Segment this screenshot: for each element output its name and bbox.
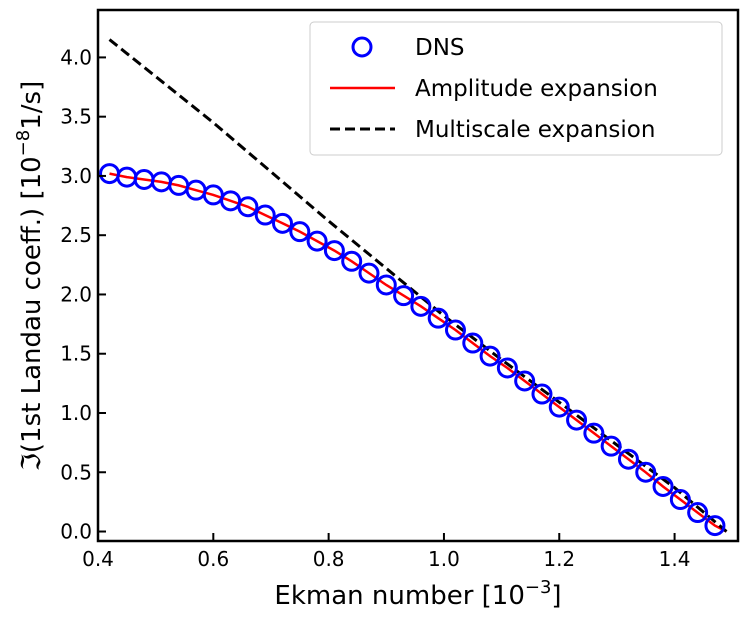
dns-point [704,515,726,537]
y-tick-label: 2.5 [60,223,92,247]
dns-point [444,319,466,341]
dns-point [531,383,553,405]
legend-marker-dns [351,36,373,58]
dns-point [306,230,328,252]
x-axis-label-close: ] [551,581,561,611]
y-tick-label: 0.5 [60,460,92,484]
dns-point [358,262,380,284]
x-tick-label: 0.6 [197,547,229,571]
dns-point [514,370,536,392]
y-tick-label: 1.0 [60,401,92,425]
dns-point [323,240,345,262]
dns-point [427,307,449,329]
x-tick-label: 1.4 [659,547,691,571]
x-axis-label-text: Ekman number [10 [274,581,524,611]
dns-point [583,422,605,444]
dns-point [635,461,657,483]
x-axis-label-exponent: −3 [525,577,552,598]
dns-point [496,357,518,379]
dns-point [410,295,432,317]
x-tick-label: 0.8 [313,547,345,571]
amplitude-expansion-line [109,172,728,533]
y-tick-label: 0.0 [60,520,92,544]
dns-point [341,250,363,272]
dns-point [617,448,639,470]
x-tick-label: 1.0 [428,547,460,571]
y-tick-label: 1.5 [60,342,92,366]
dns-point [669,489,691,511]
dns-point [548,396,570,418]
dns-point [600,435,622,457]
x-tick-label: 1.2 [543,547,575,571]
dns-point [375,274,397,296]
y-tick-label: 3.0 [60,164,92,188]
plot-markers [99,163,726,537]
y-axis-label: ℑ(1st Landau coeff.) [10−81/s] [13,81,47,471]
dns-point [272,212,294,234]
y-axis-label-unit: 1/s] [17,81,47,130]
legend-label-dns: DNS [415,35,465,61]
y-tick-label: 4.0 [60,45,92,69]
legend-label-multiscale: Multiscale expansion [415,117,655,143]
plot-frame [96,8,740,543]
x-tick-label: 0.4 [82,547,114,571]
legend-box [309,21,723,156]
y-axis-label-text: ℑ(1st Landau coeff.) [10 [17,156,47,471]
dns-point [289,221,311,243]
dns-point [393,285,415,307]
y-axis-label-exponent: −8 [13,130,34,157]
dns-point [652,475,674,497]
dns-point [254,204,276,226]
y-axis: 0.0 0.5 1.0 1.5 2.0 2.5 3.0 3.5 4.0 [60,45,106,544]
y-tick-label: 2.0 [60,282,92,306]
legend-label-amplitude: Amplitude expansion [415,76,658,102]
dns-point [237,196,259,218]
dns-point [687,502,709,524]
y-tick-label: 3.5 [60,105,92,129]
dns-point [566,409,588,431]
dns-point [479,345,501,367]
legend: DNS Amplitude expansion Multiscale expan… [309,21,723,156]
dns-point [462,332,484,354]
x-axis: 0.4 0.6 0.8 1.0 1.2 1.4 [82,533,690,571]
x-axis-label: Ekman number [10−3] [274,577,561,611]
